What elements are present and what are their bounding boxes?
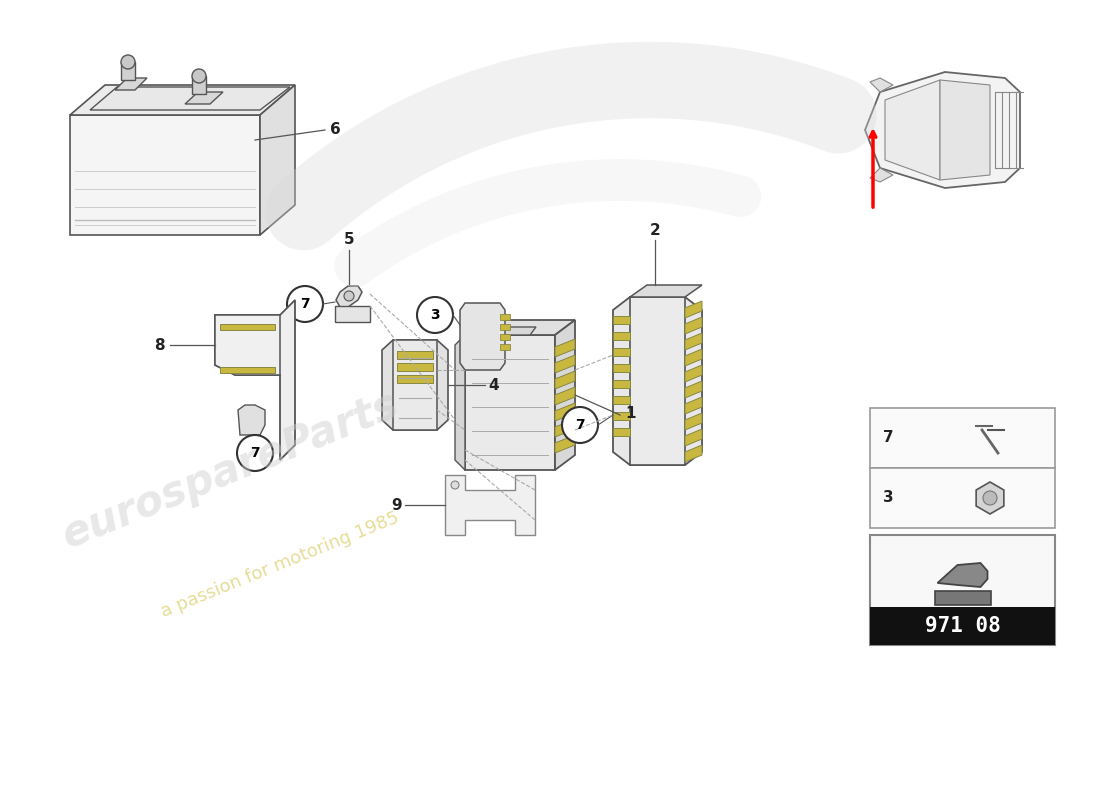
Bar — [935, 591, 990, 605]
Text: 2: 2 — [650, 223, 660, 238]
Polygon shape — [556, 435, 575, 453]
Polygon shape — [630, 297, 685, 465]
Polygon shape — [490, 327, 536, 335]
Polygon shape — [865, 72, 1020, 188]
Circle shape — [344, 291, 354, 301]
Polygon shape — [886, 80, 940, 180]
Bar — [870, 607, 1055, 645]
Polygon shape — [556, 387, 575, 405]
Polygon shape — [870, 168, 893, 182]
Polygon shape — [685, 317, 702, 334]
Polygon shape — [613, 428, 630, 436]
Bar — [220, 367, 275, 373]
Polygon shape — [70, 85, 295, 115]
Polygon shape — [685, 365, 702, 382]
Polygon shape — [613, 380, 630, 388]
Text: 6: 6 — [330, 122, 341, 138]
Bar — [397, 363, 433, 371]
Polygon shape — [630, 285, 702, 297]
Bar — [870, 408, 1055, 468]
Circle shape — [121, 55, 135, 69]
Polygon shape — [613, 348, 630, 356]
Polygon shape — [613, 364, 630, 372]
Text: a passion for motoring 1985: a passion for motoring 1985 — [158, 509, 402, 621]
Bar — [500, 324, 510, 330]
Polygon shape — [685, 349, 702, 366]
Text: 3: 3 — [430, 308, 440, 322]
Polygon shape — [685, 301, 702, 318]
Polygon shape — [685, 381, 702, 398]
Bar — [220, 324, 275, 330]
Polygon shape — [685, 397, 702, 414]
Polygon shape — [465, 335, 556, 470]
Polygon shape — [446, 475, 535, 535]
Circle shape — [983, 491, 997, 505]
Bar — [500, 314, 510, 320]
Polygon shape — [214, 315, 280, 375]
Polygon shape — [556, 371, 575, 389]
Circle shape — [287, 286, 323, 322]
Circle shape — [451, 481, 459, 489]
Text: 971 08: 971 08 — [925, 616, 1000, 636]
Polygon shape — [870, 78, 893, 92]
Polygon shape — [116, 78, 147, 90]
Polygon shape — [937, 563, 988, 587]
Polygon shape — [613, 332, 630, 340]
Text: 8: 8 — [154, 338, 165, 353]
Bar — [500, 334, 510, 340]
Polygon shape — [393, 340, 437, 430]
Polygon shape — [976, 482, 1004, 514]
Polygon shape — [465, 320, 575, 335]
Polygon shape — [460, 303, 505, 370]
Text: 5: 5 — [343, 232, 354, 247]
Bar — [121, 62, 135, 80]
Text: 9: 9 — [392, 498, 402, 513]
Polygon shape — [613, 297, 702, 465]
Text: 3: 3 — [882, 490, 893, 506]
Bar — [336, 306, 370, 322]
Bar — [192, 76, 206, 94]
Polygon shape — [455, 335, 465, 470]
Polygon shape — [214, 300, 295, 460]
Polygon shape — [556, 403, 575, 421]
Polygon shape — [613, 412, 630, 420]
Polygon shape — [238, 405, 265, 435]
Polygon shape — [685, 413, 702, 430]
Text: 7: 7 — [575, 418, 585, 432]
Polygon shape — [556, 339, 575, 357]
Circle shape — [236, 435, 273, 471]
Bar — [870, 468, 1055, 528]
Text: 7: 7 — [250, 446, 260, 460]
Circle shape — [192, 69, 206, 83]
Polygon shape — [70, 115, 260, 235]
Text: 4: 4 — [488, 378, 498, 393]
Bar — [870, 535, 1055, 645]
Text: eurospareParts: eurospareParts — [55, 383, 405, 557]
Polygon shape — [90, 87, 290, 110]
Polygon shape — [185, 92, 223, 104]
Bar — [397, 375, 433, 383]
Polygon shape — [940, 80, 990, 180]
Text: 1: 1 — [625, 406, 636, 421]
Polygon shape — [556, 355, 575, 373]
Bar — [397, 351, 433, 359]
Polygon shape — [613, 396, 630, 404]
Polygon shape — [685, 429, 702, 446]
Circle shape — [562, 407, 598, 443]
Polygon shape — [556, 320, 575, 470]
Circle shape — [417, 297, 453, 333]
Text: 7: 7 — [882, 430, 893, 446]
Polygon shape — [556, 419, 575, 437]
Polygon shape — [685, 445, 702, 462]
Polygon shape — [613, 316, 630, 324]
Polygon shape — [260, 85, 295, 235]
Polygon shape — [382, 340, 448, 430]
Polygon shape — [685, 333, 702, 350]
Polygon shape — [336, 286, 362, 307]
Bar — [500, 344, 510, 350]
Text: 7: 7 — [300, 297, 310, 311]
